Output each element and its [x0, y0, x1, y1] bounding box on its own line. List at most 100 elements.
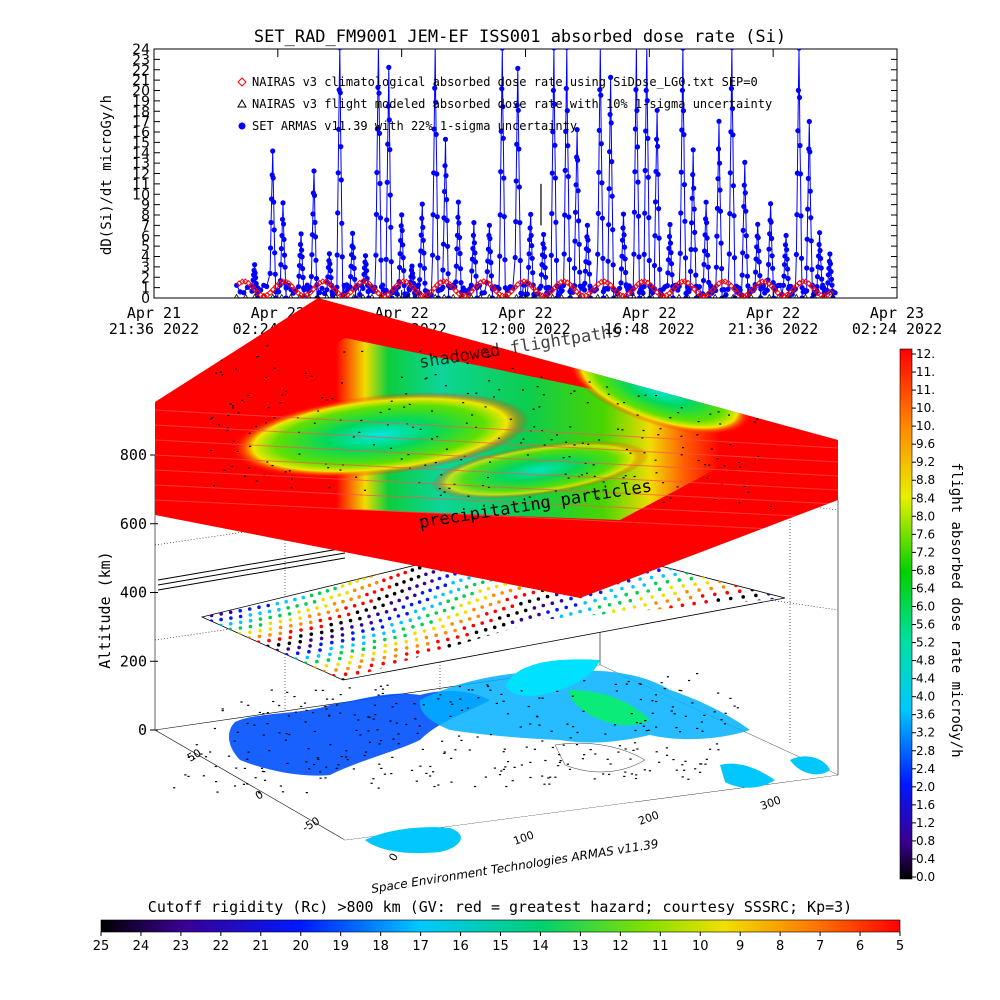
ground-track-dot: [655, 726, 658, 728]
track-point: [721, 585, 726, 589]
armas-point: [560, 282, 567, 289]
track-point: [713, 592, 717, 597]
ground-track-dot: [378, 763, 381, 765]
nairas-climatological-point: [403, 278, 410, 286]
track-point: [267, 638, 271, 643]
ground-track-dot: [450, 757, 453, 759]
slab-track-dot: [759, 386, 762, 389]
slab-track-dot: [460, 459, 463, 461]
track-point: [330, 628, 334, 633]
ground-track-dot: [525, 746, 528, 748]
armas-point: [828, 269, 834, 275]
armas-point: [278, 246, 284, 252]
slab-track-dot: [487, 486, 490, 488]
armas-point: [754, 244, 760, 250]
ground-track-dot: [618, 745, 621, 747]
slab-track-dot: [210, 418, 213, 420]
ground-track-dot: [316, 757, 319, 759]
armas-point: [308, 273, 314, 280]
slab-track-dot: [487, 476, 489, 479]
track-point: [425, 642, 430, 646]
slab-track-dot: [221, 374, 224, 376]
nairas-climatological-point: [365, 280, 373, 287]
ground-track-dot: [679, 731, 682, 733]
ground-track-dot: [582, 710, 585, 712]
slab-track-dot: [680, 407, 683, 409]
y-tick-label: 20: [132, 84, 150, 100]
armas-point: [324, 287, 330, 293]
ground-track-dot: [300, 705, 303, 708]
armas-point: [300, 266, 306, 272]
slab-track-dot: [562, 457, 565, 459]
track-point: [381, 661, 386, 666]
ground-track-dot: [541, 740, 544, 742]
slab-track-dot: [291, 478, 293, 480]
ground-track-dot: [281, 791, 285, 793]
track-point: [486, 586, 491, 591]
armas-point: [657, 266, 663, 272]
nairas-climatological-point: [666, 290, 673, 297]
slab-track-dot: [281, 394, 284, 396]
armas-point: [442, 163, 448, 169]
armas-point: [526, 264, 532, 270]
track-point: [286, 647, 291, 651]
track-point: [429, 620, 433, 624]
armas-point: [399, 227, 405, 234]
track-point: [705, 581, 710, 585]
ground-track-dot: [236, 731, 239, 733]
armas-point: [689, 195, 695, 201]
track-point: [447, 644, 452, 648]
ground-track-dot: [260, 767, 264, 769]
ground-track-dot: [633, 742, 637, 744]
ground-track-dot: [729, 697, 732, 699]
armas-point: [550, 129, 556, 135]
track-point: [483, 596, 488, 600]
armas-point: [819, 276, 825, 282]
slab-track-dot: [407, 454, 410, 456]
slab-track-dot: [443, 491, 446, 493]
armas-point: [744, 253, 750, 259]
slab-track-dot: [341, 382, 343, 384]
armas-point: [497, 212, 503, 218]
slab-track-dot: [487, 353, 490, 356]
track-point: [330, 640, 334, 645]
ground-track-dot: [339, 694, 342, 696]
ground-track-dot: [303, 702, 307, 704]
armas-point: [654, 136, 660, 142]
ground-track-dot: [699, 771, 702, 773]
y-tick-label: 24: [132, 42, 150, 58]
track-point: [286, 606, 290, 610]
ground-track-dot: [658, 761, 661, 763]
track-point: [332, 602, 337, 606]
track-point: [500, 591, 504, 595]
track-point: [268, 615, 273, 620]
track-point: [613, 594, 618, 599]
track-point: [237, 632, 242, 636]
slab-track-dot: [484, 406, 487, 408]
track-point: [268, 621, 273, 626]
ground-track-dot: [285, 733, 288, 735]
track-point: [450, 622, 454, 626]
ground-track-dot: [242, 783, 245, 785]
track-point: [437, 664, 441, 669]
slab-track-dot: [434, 462, 437, 464]
armas-point: [667, 240, 674, 246]
nairas-climatological-point: [242, 278, 249, 285]
armas-point: [360, 285, 366, 291]
colorbar-dose-rate-tick-label: 7.6: [916, 527, 935, 541]
track-point: [449, 590, 453, 594]
slab-track-dot: [564, 473, 567, 475]
ground-track-dot: [639, 722, 642, 724]
track-point: [519, 617, 524, 622]
armas-point: [383, 287, 389, 293]
flight-model-point: [685, 293, 691, 298]
track-point: [339, 650, 344, 655]
slab-track-dot: [696, 434, 699, 436]
armas-point: [742, 190, 748, 196]
armas-point: [529, 243, 535, 249]
colorbar-dose-rate-label: flight absorbed dose rate microGy/h: [948, 462, 964, 757]
slab-track-dot: [719, 391, 721, 394]
ground-track-dot: [405, 723, 408, 726]
track-point: [335, 608, 340, 612]
armas-point: [656, 235, 662, 241]
